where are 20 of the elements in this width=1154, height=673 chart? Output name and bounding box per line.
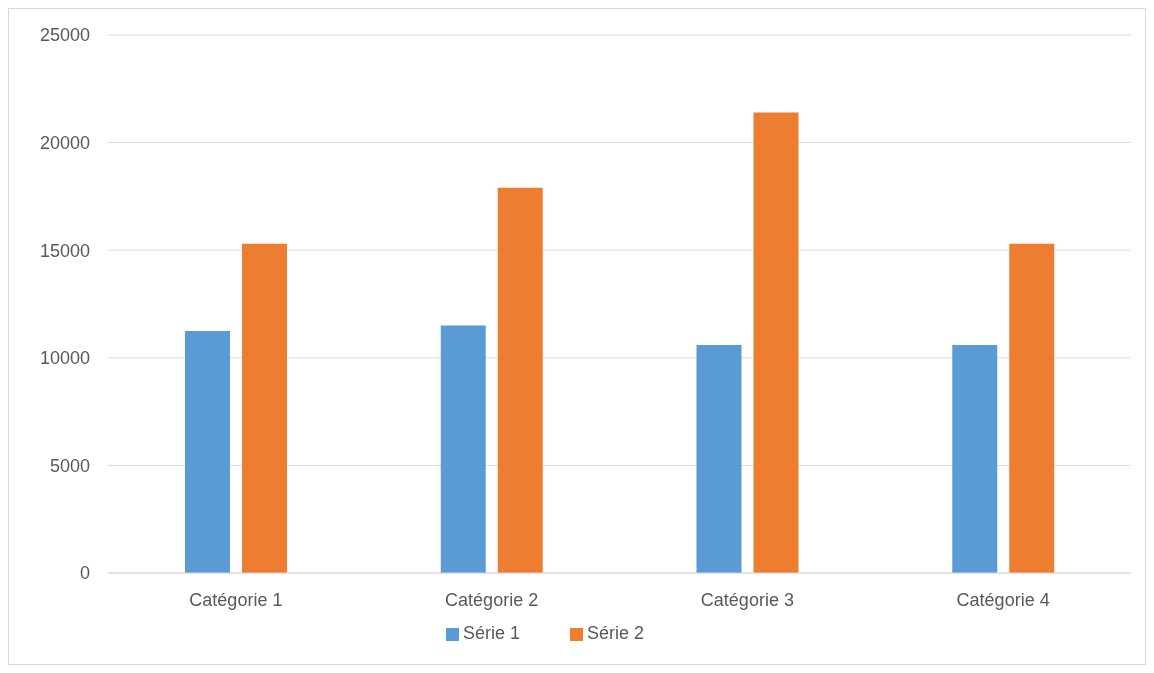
x-tick-label: Catégorie 4 (956, 589, 1050, 610)
x-tick-label: Catégorie 3 (700, 589, 794, 610)
y-tick-label: 20000 (39, 132, 90, 153)
legend-label: Série 1 (462, 623, 520, 643)
bar (185, 330, 230, 573)
y-tick-label: 25000 (39, 25, 90, 46)
x-tick-label: Catégorie 1 (189, 589, 283, 610)
y-tick-label: 0 (79, 563, 90, 584)
bar (497, 187, 543, 573)
y-tick-label: 5000 (49, 455, 90, 476)
bar (440, 325, 486, 573)
bar (696, 344, 742, 573)
y-tick-label: 15000 (39, 240, 90, 261)
y-tick-label: 10000 (39, 348, 90, 369)
bar (1009, 243, 1055, 573)
bar (242, 243, 287, 573)
legend-label: Série 2 (587, 623, 645, 643)
x-tick-label: Catégorie 2 (445, 589, 539, 610)
bar (753, 112, 799, 573)
bar (952, 344, 998, 573)
